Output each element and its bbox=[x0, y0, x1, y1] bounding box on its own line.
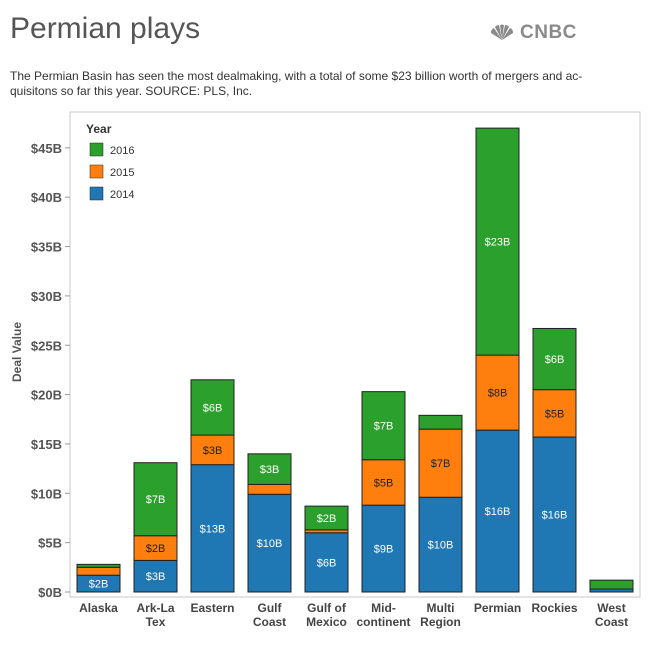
x-tick-label: Rockies bbox=[531, 601, 577, 615]
bar-segment-2014 bbox=[475, 429, 520, 593]
legend-swatch-2014 bbox=[89, 186, 104, 201]
bar-segment-2016 bbox=[190, 379, 235, 436]
legend-title: Year bbox=[86, 122, 112, 136]
bar-segment-2014 bbox=[133, 559, 178, 593]
data-label-2016: $3B bbox=[260, 464, 280, 476]
data-label-2015: $7B bbox=[431, 458, 451, 470]
legend-label-2015: 2015 bbox=[110, 167, 134, 179]
data-label-2014: $10B bbox=[428, 540, 454, 552]
bar-segment-2014 bbox=[304, 532, 349, 593]
cnbc-logo: CNBC bbox=[488, 22, 577, 44]
data-label-2016: $7B bbox=[146, 494, 166, 506]
data-label-2015: $2B bbox=[146, 543, 166, 555]
x-tick-label: West bbox=[597, 601, 625, 615]
data-label-2014: $16B bbox=[542, 510, 568, 522]
y-tick-label: $45B bbox=[31, 141, 62, 156]
y-tick-label: $25B bbox=[31, 338, 62, 353]
data-label-2015: $5B bbox=[545, 408, 565, 420]
y-tick-label: $0B bbox=[38, 585, 62, 600]
data-label-2014: $13B bbox=[200, 523, 226, 535]
y-axis-label: Deal Value bbox=[10, 322, 24, 382]
bar-segment-2015 bbox=[532, 389, 577, 438]
bar-segment-2016 bbox=[418, 414, 463, 430]
data-label-2016: $6B bbox=[545, 354, 565, 366]
y-tick-label: $10B bbox=[31, 486, 62, 501]
data-label-2014: $6B bbox=[317, 557, 337, 569]
legend-label-2016: 2016 bbox=[110, 145, 134, 157]
bar-segment-2015 bbox=[133, 535, 178, 561]
peacock-icon bbox=[490, 24, 514, 40]
bar-segment-2015 bbox=[418, 428, 463, 498]
legend-swatch-2016 bbox=[89, 142, 104, 157]
x-tick-label: Mid- bbox=[371, 601, 396, 615]
bar-segment-2015 bbox=[76, 566, 121, 576]
bar-segment-2015 bbox=[190, 434, 235, 466]
y-tick-label: $40B bbox=[31, 190, 62, 205]
bar-segment-2015 bbox=[247, 483, 292, 495]
logo-text: CNBC bbox=[520, 22, 577, 43]
data-label-2014: $2B bbox=[89, 579, 109, 591]
x-tick-label: Coast bbox=[595, 615, 628, 629]
data-label-2014: $9B bbox=[374, 544, 394, 556]
bar-segment-2016 bbox=[76, 563, 121, 568]
x-tick-label: Region bbox=[420, 615, 461, 629]
y-tick-label: $20B bbox=[31, 388, 62, 403]
bar-segment-2014 bbox=[247, 493, 292, 593]
data-label-2015: $5B bbox=[374, 477, 394, 489]
legend-swatch-2015 bbox=[89, 164, 104, 179]
x-tick-label: Tex bbox=[146, 615, 166, 629]
subtitle-line-2: quisitons so far this year. SOURCE: PLS,… bbox=[10, 84, 253, 98]
data-label-2014: $3B bbox=[146, 571, 166, 583]
data-label-2016: $23B bbox=[485, 237, 511, 249]
x-tick-label: Alaska bbox=[79, 601, 118, 615]
bar-segment-2016 bbox=[589, 579, 634, 590]
data-label-2016: $7B bbox=[374, 421, 394, 433]
subtitle-line-1: The Permian Basin has seen the most deal… bbox=[10, 69, 583, 83]
x-tick-label: Multi bbox=[427, 601, 455, 615]
plot-frame bbox=[69, 111, 641, 598]
bar-segment-2014 bbox=[361, 504, 406, 593]
data-label-2015: $3B bbox=[203, 445, 223, 457]
x-tick-label: Gulf of bbox=[307, 601, 347, 615]
bar-segment-2016 bbox=[532, 327, 577, 391]
y-tick-label: $35B bbox=[31, 240, 62, 255]
bar-segment-2016 bbox=[361, 391, 406, 461]
data-label-2014: $10B bbox=[257, 538, 283, 550]
x-tick-label: continent bbox=[357, 615, 411, 629]
page-title: Permian plays bbox=[10, 12, 201, 45]
legend-label-2014: 2014 bbox=[110, 189, 134, 201]
bar-segment-2014 bbox=[418, 496, 463, 593]
bar-segment-2016 bbox=[247, 453, 292, 485]
x-tick-label: Mexico bbox=[306, 615, 347, 629]
data-label-2015: $8B bbox=[488, 388, 508, 400]
y-tick-label: $15B bbox=[31, 437, 62, 452]
x-tick-label: Permian bbox=[474, 601, 521, 615]
y-tick-label: $5B bbox=[38, 536, 62, 551]
data-label-2016: $2B bbox=[317, 513, 337, 525]
bar-segment-2015 bbox=[475, 354, 520, 431]
subtitle: The Permian Basin has seen the most deal… bbox=[10, 69, 640, 99]
x-tick-label: Ark-La bbox=[136, 601, 174, 615]
x-tick-label: Coast bbox=[253, 615, 286, 629]
bar-segment-2016 bbox=[475, 127, 520, 356]
bar-segment-2014 bbox=[190, 464, 235, 593]
bar-segment-2016 bbox=[133, 462, 178, 537]
y-tick-label: $30B bbox=[31, 289, 62, 304]
data-label-2016: $6B bbox=[203, 402, 223, 414]
x-tick-label: Gulf bbox=[258, 601, 283, 615]
x-tick-label: Eastern bbox=[190, 601, 234, 615]
data-label-2014: $16B bbox=[485, 506, 511, 518]
bar-segment-2016 bbox=[304, 505, 349, 531]
